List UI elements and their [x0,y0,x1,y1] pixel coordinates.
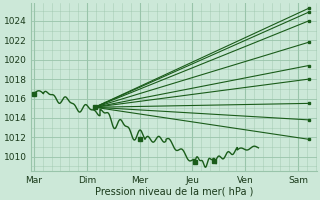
X-axis label: Pression niveau de la mer( hPa ): Pression niveau de la mer( hPa ) [95,187,253,197]
